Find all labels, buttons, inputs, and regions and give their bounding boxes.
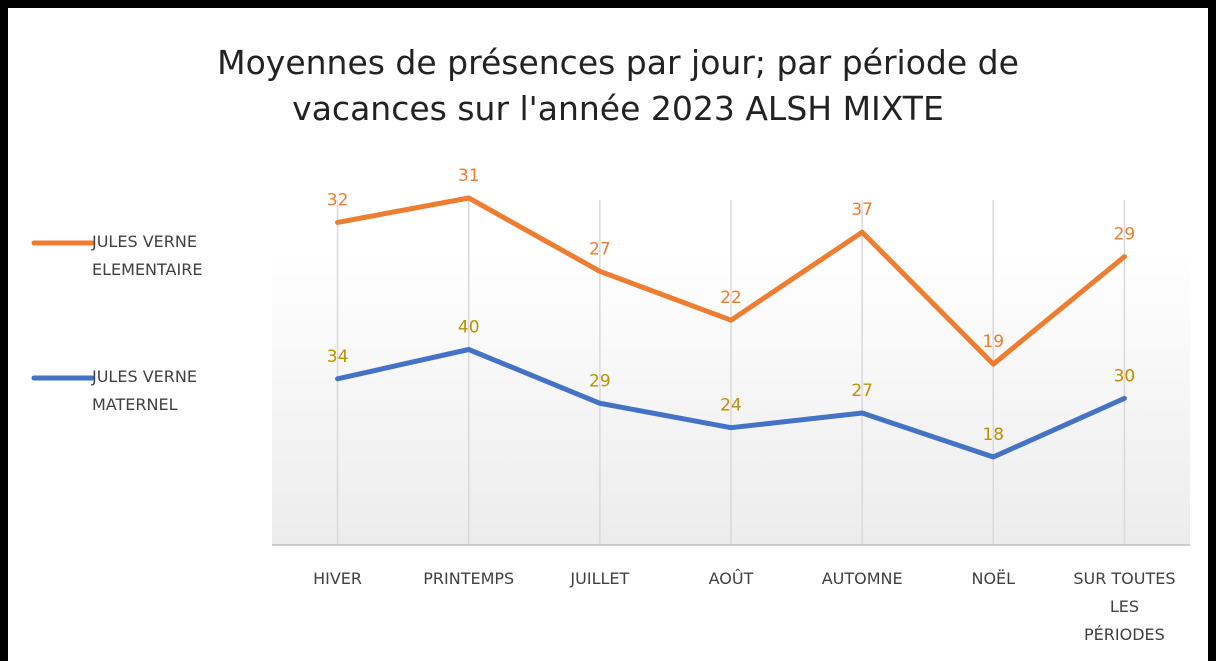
data-label: 19 xyxy=(982,332,1004,352)
data-label: 22 xyxy=(720,288,742,308)
data-label: 27 xyxy=(851,381,873,401)
x-tick-label: SUR TOUTES LES PÉRIODES xyxy=(1073,569,1175,644)
data-label: 31 xyxy=(458,166,480,186)
data-label: 24 xyxy=(720,396,742,416)
x-tick-label-line: PÉRIODES xyxy=(1084,625,1165,644)
x-tick-label: AUTOMNE xyxy=(822,569,903,588)
data-label: 40 xyxy=(458,318,480,338)
chart-title: Moyennes de présences par jour; par péri… xyxy=(217,43,1019,128)
data-label: 18 xyxy=(982,425,1004,445)
x-tick-label: PRINTEMPS xyxy=(423,569,514,588)
data-label: 27 xyxy=(589,239,611,259)
data-label: 29 xyxy=(1114,225,1136,245)
legend-label: JULES VERNE ELEMENTAIRE xyxy=(92,232,203,279)
x-tick-label: AOÛT xyxy=(709,569,754,588)
x-tick-label-line: SUR TOUTES xyxy=(1073,569,1175,588)
data-label: 37 xyxy=(851,200,873,220)
series-line xyxy=(335,347,1127,460)
data-label: 30 xyxy=(1114,366,1136,386)
x-tick-label: HIVER xyxy=(313,569,362,588)
data-label: 32 xyxy=(327,190,349,210)
data-label: 29 xyxy=(589,371,611,391)
x-tick-label: JUILLET xyxy=(569,569,629,588)
x-tick-label: NOËL xyxy=(971,569,1015,588)
legend-label: JULES VERNE MATERNEL xyxy=(92,367,197,414)
x-tick-label-line: LES xyxy=(1110,597,1139,616)
data-label: 34 xyxy=(327,347,349,367)
series-line xyxy=(335,195,1127,367)
